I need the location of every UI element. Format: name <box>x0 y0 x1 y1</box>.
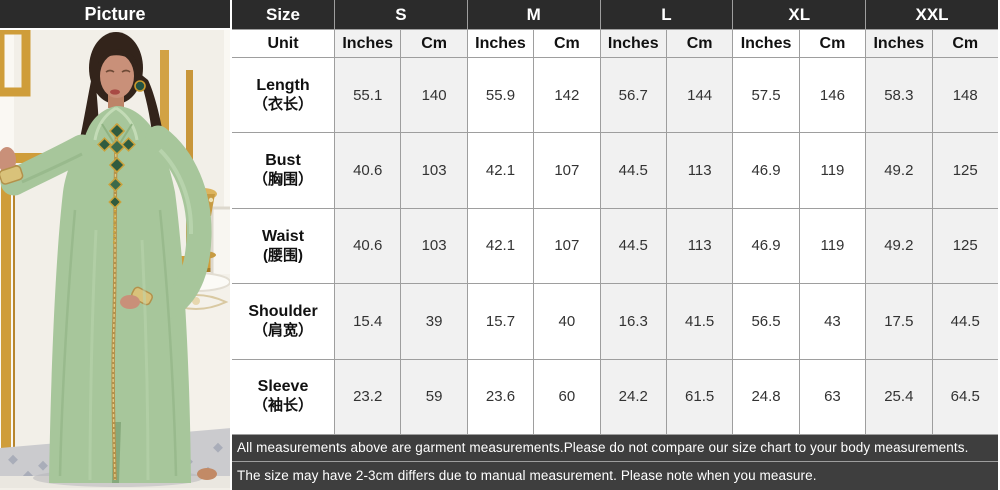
row-label-cn: （袖长） <box>252 397 313 415</box>
unit-xxl-cm: Cm <box>932 30 998 57</box>
table-cell: 49.2 <box>866 133 932 208</box>
table-cell: 39 <box>401 284 467 359</box>
table-cell: 103 <box>401 133 467 208</box>
size-header-s: S <box>335 0 467 29</box>
table-cell: 113 <box>666 208 733 284</box>
table-cell: 125 <box>932 133 998 208</box>
picture-header: Picture <box>0 0 230 30</box>
table-cell: 119 <box>799 208 866 284</box>
table-cell: 64.5 <box>932 359 998 434</box>
row-label-bust: Bust （胸围） <box>232 133 334 208</box>
size-corner-header: Size <box>232 0 334 29</box>
table-cell: 41.5 <box>666 284 733 359</box>
unit-s-cm: Cm <box>401 30 467 57</box>
table-cell: 57.5 <box>733 58 799 133</box>
earring <box>134 80 146 92</box>
unit-l-cm: Cm <box>666 30 733 57</box>
row-label-en: Sleeve <box>257 378 309 396</box>
table-cell: 23.6 <box>467 359 534 434</box>
model-illustration <box>0 30 230 488</box>
table-cell: 17.5 <box>866 284 932 359</box>
table-cell: 44.5 <box>932 284 998 359</box>
table-cell: 144 <box>666 58 733 133</box>
jewel-brooch <box>97 122 136 245</box>
row-label-en: Length <box>256 76 310 94</box>
table-cell: 46.9 <box>733 133 799 208</box>
row-label-cn: （肩宽） <box>252 321 313 339</box>
unit-row-label: Unit <box>232 30 334 57</box>
table-cell: 24.2 <box>600 359 666 434</box>
size-table: Size S M L XL XXL Unit Inches Cm Inches … <box>232 0 998 490</box>
gold-trim <box>111 123 119 481</box>
foot <box>197 468 217 480</box>
table-cell: 15.7 <box>467 284 534 359</box>
unit-xxl-inches: Inches <box>866 30 932 57</box>
table-cell: 58.3 <box>866 58 932 133</box>
table-cell: 15.4 <box>335 284 401 359</box>
table-cell: 63 <box>799 359 866 434</box>
table-cell: 142 <box>534 58 600 133</box>
row-label-length: Length （衣长） <box>232 58 334 133</box>
table-cell: 16.3 <box>600 284 666 359</box>
row-label-waist: Waist (腰围) <box>232 208 334 284</box>
unit-m-cm: Cm <box>534 30 600 57</box>
row-label-en: Bust <box>265 152 301 170</box>
table-cell: 107 <box>534 133 600 208</box>
row-label-cn: （胸围） <box>252 171 313 189</box>
table-cell: 125 <box>932 208 998 284</box>
row-label-cn: （衣长） <box>252 95 313 113</box>
table-cell: 119 <box>799 133 866 208</box>
table-cell: 24.8 <box>733 359 799 434</box>
table-cell: 59 <box>401 359 467 434</box>
picture-column: Picture <box>0 0 232 490</box>
row-label-cn: (腰围) <box>263 246 303 264</box>
table-cell: 44.5 <box>600 133 666 208</box>
table-cell: 60 <box>534 359 600 434</box>
unit-l-inches: Inches <box>600 30 666 57</box>
table-cell: 55.9 <box>467 58 534 133</box>
table-cell: 49.2 <box>866 208 932 284</box>
table-cell: 61.5 <box>666 359 733 434</box>
row-label-en: Shoulder <box>248 302 318 320</box>
table-cell: 56.7 <box>600 58 666 133</box>
size-header-xl: XL <box>733 0 866 29</box>
white-frame <box>210 206 230 280</box>
table-cell: 103 <box>401 208 467 284</box>
product-photo <box>0 30 230 490</box>
table-cell: 55.1 <box>335 58 401 133</box>
measurement-note-2: The size may have 2-3cm differs due to m… <box>232 461 998 490</box>
row-label-sleeve: Sleeve （袖长） <box>232 359 334 434</box>
table-cell: 40 <box>534 284 600 359</box>
table-cell: 42.1 <box>467 208 534 284</box>
measurement-note-1: All measurements above are garment measu… <box>232 434 998 461</box>
table-cell: 107 <box>534 208 600 284</box>
table-cell: 148 <box>932 58 998 133</box>
dress <box>0 106 212 483</box>
table-cell: 140 <box>401 58 467 133</box>
table-cell: 25.4 <box>866 359 932 434</box>
size-header-xxl: XXL <box>866 0 998 29</box>
size-header-m: M <box>467 0 600 29</box>
table-cell: 44.5 <box>600 208 666 284</box>
face <box>98 49 138 108</box>
size-header-l: L <box>600 0 733 29</box>
unit-xl-inches: Inches <box>733 30 799 57</box>
table-cell: 23.2 <box>335 359 401 434</box>
gold-frame-corner <box>0 30 31 97</box>
unit-m-inches: Inches <box>467 30 534 57</box>
table-cell: 42.1 <box>467 133 534 208</box>
table-cell: 40.6 <box>335 208 401 284</box>
table-cell: 43 <box>799 284 866 359</box>
table-cell: 40.6 <box>335 133 401 208</box>
table-cell: 46.9 <box>733 208 799 284</box>
row-label-shoulder: Shoulder （肩宽） <box>232 284 334 359</box>
row-label-en: Waist <box>261 227 305 245</box>
table-cell: 56.5 <box>733 284 799 359</box>
unit-s-inches: Inches <box>335 30 401 57</box>
unit-xl-cm: Cm <box>799 30 866 57</box>
table-cell: 146 <box>799 58 866 133</box>
table-cell: 113 <box>666 133 733 208</box>
